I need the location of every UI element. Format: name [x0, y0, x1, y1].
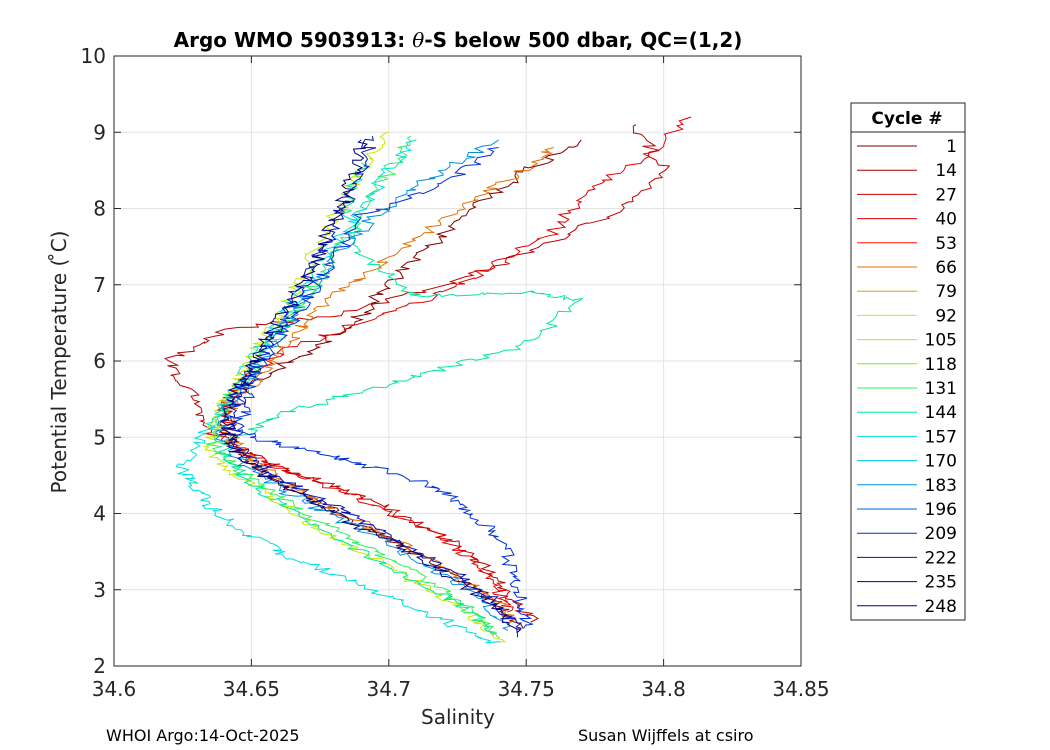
series-line-cycle-157: [175, 139, 501, 644]
series-line-cycle-144: [217, 162, 584, 636]
x-tick-label: 34.65: [223, 677, 280, 701]
legend-label-235: 235: [925, 573, 957, 593]
chart-title-rest: -S below 500 dbar, QC=(1,2): [424, 28, 742, 52]
series-line-cycle-248: [219, 139, 522, 634]
legend-label-222: 222: [925, 548, 957, 568]
legend-label-170: 170: [925, 452, 957, 472]
legend-title: Cycle #: [871, 109, 942, 129]
legend-label-14: 14: [935, 161, 957, 181]
legend-label-92: 92: [935, 306, 957, 326]
legend-label-1: 1: [946, 137, 957, 157]
series-line-cycle-209: [232, 147, 533, 629]
legend-label-157: 157: [925, 427, 957, 447]
x-tick-label: 34.6: [92, 677, 137, 701]
legend-label-183: 183: [925, 476, 957, 496]
legend-label-27: 27: [935, 185, 957, 205]
y-tick-label: 9: [93, 120, 106, 144]
chart-title-theta: θ: [412, 28, 424, 52]
series-line-cycle-222: [226, 135, 523, 638]
legend-label-105: 105: [925, 331, 957, 351]
legend-label-209: 209: [925, 524, 957, 544]
x-tick-label: 34.75: [498, 677, 555, 701]
legend-label-118: 118: [925, 355, 957, 375]
footer-source: WHOI Argo:14-Oct-2025: [106, 726, 300, 745]
chart-title-main: Argo WMO 5903913:: [174, 28, 413, 52]
series-line-cycle-27: [163, 124, 671, 623]
y-tick-label: 7: [93, 273, 106, 297]
x-axis-label: Salinity: [421, 705, 495, 729]
legend-label-40: 40: [935, 210, 957, 230]
y-axis-label: Potential Temperature ( ̊C): [47, 231, 71, 494]
legend: Cycle # 1 14 27 40 53 66 79 92 105 118 131 144 157 17…: [850, 102, 966, 621]
legend-label-79: 79: [935, 282, 957, 302]
chart-title: Argo WMO 5903913: θ-S below 500 dbar, QC…: [174, 28, 743, 52]
legend-label-53: 53: [935, 234, 957, 254]
legend-label-131: 131: [925, 379, 957, 399]
y-tick-label: 3: [93, 578, 106, 602]
y-tick-label: 5: [93, 425, 106, 449]
legend-box: [850, 102, 966, 621]
y-tick-label: 10: [81, 44, 106, 68]
data-layer: [163, 116, 692, 644]
series-line-cycle-183: [214, 139, 511, 631]
y-tick-label: 2: [93, 654, 106, 678]
x-tick-label: 34.7: [367, 677, 412, 701]
legend-entries: 1 14 27 40 53 66 79 92 105 118 131 144 157 170 183 196 2…: [857, 137, 957, 617]
legend-label-196: 196: [925, 500, 957, 520]
legend-label-66: 66: [935, 258, 957, 278]
footer-credit: Susan Wijffels at csiro: [578, 726, 754, 745]
x-tick-label: 34.85: [772, 677, 829, 701]
y-tick-label: 8: [93, 197, 106, 221]
y-tick-label: 6: [93, 349, 106, 373]
legend-label-248: 248: [925, 597, 957, 617]
x-tick-label: 34.8: [641, 677, 686, 701]
legend-label-144: 144: [925, 403, 957, 423]
axes: 34.6 34.65 34.7 34.75 34.8 34.85 2 3 4 5 6 7 8 9 10: [81, 44, 830, 701]
y-tick-label: 4: [93, 502, 106, 526]
